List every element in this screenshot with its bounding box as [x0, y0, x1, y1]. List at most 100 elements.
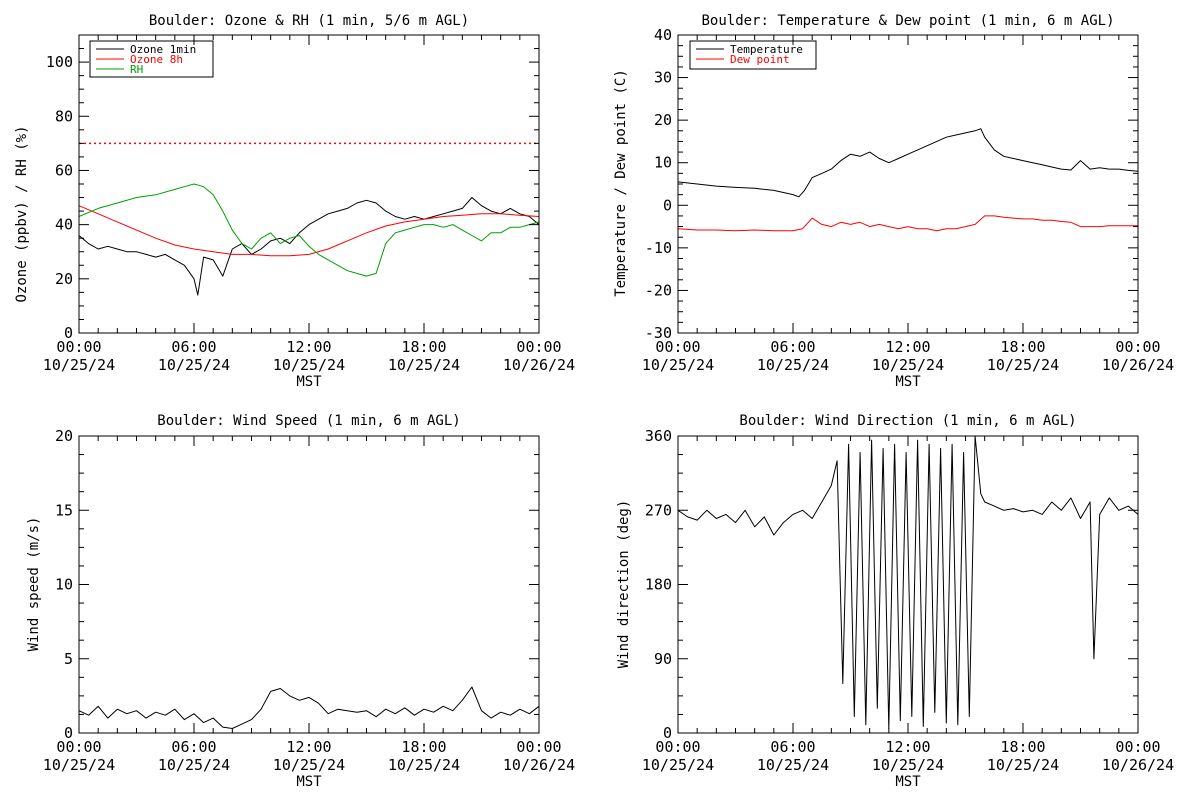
ozone-rh-xtick-label: 00:00 [516, 338, 561, 356]
wind-direction-series-data [677, 435, 1139, 730]
wind-speed-xtick-date-label: 10/25/24 [43, 756, 115, 774]
legend-label-temperature: Temperature [730, 43, 803, 56]
temperature-dewpoint-xtick-label: 06:00 [770, 338, 815, 356]
ozone-rh-legend: Ozone 1min Ozone 8h RH [89, 40, 214, 78]
wind-direction-ylabel: Wind direction (deg) [616, 500, 632, 669]
temperature-dewpoint-ytick-label: -30 [645, 324, 672, 342]
wind-speed-xtick-label: 00:00 [56, 738, 101, 756]
temperature-dewpoint-ytick-label: -10 [645, 239, 672, 257]
temperature-dewpoint-ytick-label: 40 [654, 26, 672, 44]
wind-speed-ytick-label: 10 [55, 576, 73, 594]
wind-speed-plot-area [78, 686, 540, 729]
wind-direction-xtick-date-label: 10/25/24 [757, 756, 829, 774]
wind-direction-title: Boulder: Wind Direction (1 min, 6 m AGL) [739, 413, 1076, 429]
wind-direction-xtick-date-label: 10/26/24 [1102, 756, 1174, 774]
wind-speed-xtick-date-label: 10/25/24 [158, 756, 230, 774]
wind-speed-xtick-date-label: 10/25/24 [273, 756, 345, 774]
temperature-dewpoint-ytick-label: 30 [654, 69, 672, 87]
ozone-rh-xtick-date-label: 10/25/24 [388, 356, 460, 374]
ozone-rh-ytick-label: 80 [55, 107, 73, 125]
temperature-dewpoint-xtick-label: 00:00 [655, 338, 700, 356]
legend-label-rh: RH [130, 63, 143, 76]
ozone-rh-ytick-label: 100 [46, 53, 73, 71]
ozone-rh-xtick-label: 18:00 [401, 338, 446, 356]
ozone-rh-xtick-date-label: 10/25/24 [273, 356, 345, 374]
legend-box [89, 40, 214, 78]
ozone-rh-series-ozone-8h [78, 205, 540, 257]
wind-direction-xtick-date-label: 10/25/24 [872, 756, 944, 774]
temperature-dewpoint-xtick-date-label: 10/25/24 [987, 356, 1059, 374]
ozone-rh-xlabel: MST [296, 374, 322, 390]
temperature-dewpoint-series-temperature [677, 128, 1139, 198]
wind-direction-xtick-date-label: 10/25/24 [987, 756, 1059, 774]
wind-direction-ytick-label: 270 [645, 501, 672, 519]
wind-speed-xlabel: MST [296, 774, 322, 790]
wind-speed-xtick-date-label: 10/25/24 [388, 756, 460, 774]
wind-speed-series-data [78, 686, 540, 729]
wind-direction-plot-area [677, 435, 1139, 730]
ozone-rh-xtick-date-label: 10/25/24 [158, 356, 230, 374]
wind-direction-xtick-label: 06:00 [770, 738, 815, 756]
legend-label-ozone-8h: Ozone 8h [130, 53, 183, 66]
ozone-rh-xtick-date-label: 10/25/24 [43, 356, 115, 374]
wind-speed-panel: Boulder: Wind Speed (1 min, 6 m AGL) Win… [26, 413, 575, 790]
ozone-rh-ylabel: Ozone (ppbv) / RH (%) [14, 125, 30, 302]
temperature-dewpoint-ytick-label: 10 [654, 154, 672, 172]
temperature-dewpoint-xtick-date-label: 10/25/24 [872, 356, 944, 374]
wind-speed-ytick-label: 15 [55, 501, 73, 519]
wind-direction-xtick-label: 18:00 [1000, 738, 1045, 756]
wind-speed-ylabel: Wind speed (m/s) [26, 517, 42, 652]
ozone-rh-series-ozone-1min [78, 197, 540, 296]
ozone-rh-xtick-date-label: 10/26/24 [503, 356, 575, 374]
ozone-rh-xtick-label: 00:00 [56, 338, 101, 356]
wind-speed-xtick-label: 00:00 [516, 738, 561, 756]
temperature-dewpoint-xtick-label: 18:00 [1000, 338, 1045, 356]
temperature-dewpoint-xlabel: MST [895, 374, 921, 390]
temperature-dewpoint-ytick-label: -20 [645, 281, 672, 299]
temperature-dewpoint-legend: Temperature Dew point [689, 40, 817, 70]
ozone-rh-xtick-label: 12:00 [286, 338, 331, 356]
temperature-dewpoint-plot-area [677, 128, 1139, 232]
ozone-rh-plot-area [78, 142, 540, 296]
temperature-dewpoint-ytick-label: 20 [654, 111, 672, 129]
wind-speed-ytick-label: 5 [64, 650, 73, 668]
temperature-dewpoint-xtick-label: 12:00 [885, 338, 930, 356]
wind-direction-xtick-label: 00:00 [655, 738, 700, 756]
legend-label-dewpoint: Dew point [730, 53, 790, 66]
legend-box [689, 40, 817, 70]
wind-direction-xlabel: MST [895, 774, 921, 790]
ozone-rh-ytick-label: 40 [55, 216, 73, 234]
wind-speed-ytick-label: 20 [55, 427, 73, 445]
wind-speed-xtick-label: 06:00 [171, 738, 216, 756]
temperature-dewpoint-ytick-label: 0 [663, 196, 672, 214]
wind-direction-xtick-date-label: 10/25/24 [642, 756, 714, 774]
ozone-rh-title: Boulder: Ozone & RH (1 min, 5/6 m AGL) [149, 13, 469, 29]
legend-label-ozone-1min: Ozone 1min [130, 43, 196, 56]
wind-speed-xtick-date-label: 10/26/24 [503, 756, 575, 774]
temperature-dewpoint-series-dew-point [677, 215, 1138, 232]
wind-direction-ytick-label: 360 [645, 427, 672, 445]
temperature-dewpoint-xtick-date-label: 10/25/24 [642, 356, 714, 374]
wind-speed-xtick-label: 12:00 [286, 738, 331, 756]
ozone-rh-xtick-label: 06:00 [171, 338, 216, 356]
wind-direction-ytick-label: 0 [663, 724, 672, 742]
wind-direction-ytick-label: 180 [645, 576, 672, 594]
temperature-dewpoint-xtick-label: 00:00 [1115, 338, 1160, 356]
ozone-rh-panel: Boulder: Ozone & RH (1 min, 5/6 m AGL) O… [14, 13, 575, 390]
temperature-dewpoint-xtick-date-label: 10/25/24 [757, 356, 829, 374]
temperature-dewpoint-ylabel: Temperature / Dew point (C) [613, 69, 629, 297]
wind-direction-xtick-label: 12:00 [885, 738, 930, 756]
temperature-dewpoint-xtick-date-label: 10/26/24 [1102, 356, 1174, 374]
ozone-rh-series-rh [78, 183, 540, 277]
wind-speed-xtick-label: 18:00 [401, 738, 446, 756]
ozone-rh-ytick-label: 0 [64, 324, 73, 342]
wind-direction-xtick-label: 00:00 [1115, 738, 1160, 756]
ozone-rh-ytick-label: 20 [55, 270, 73, 288]
wind-speed-ytick-label: 0 [64, 724, 73, 742]
wind-direction-ytick-label: 90 [654, 650, 672, 668]
wind-speed-title: Boulder: Wind Speed (1 min, 6 m AGL) [157, 413, 460, 429]
wind-direction-panel: Boulder: Wind Direction (1 min, 6 m AGL)… [616, 413, 1174, 790]
temperature-dewpoint-panel: Boulder: Temperature & Dew point (1 min,… [613, 13, 1174, 390]
